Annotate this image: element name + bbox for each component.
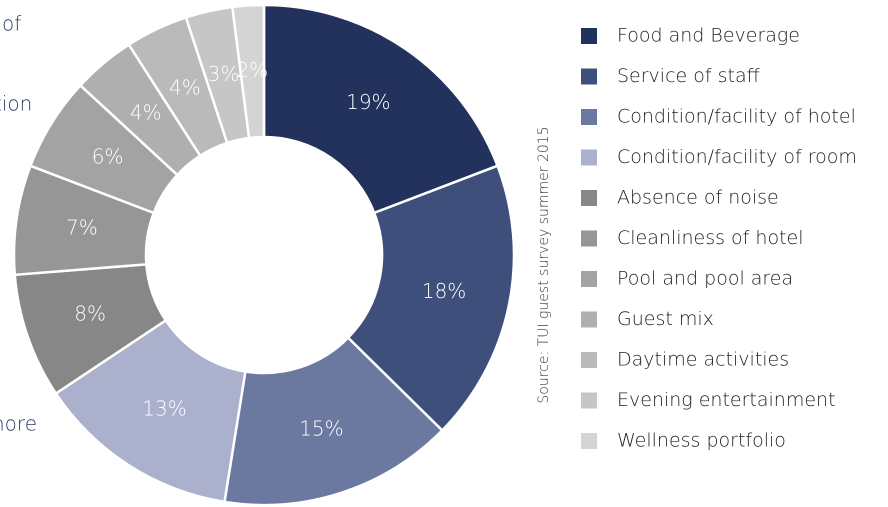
legend-swatch bbox=[581, 190, 597, 206]
slice bbox=[54, 318, 247, 504]
data-label: 18% bbox=[422, 279, 466, 303]
source-note: Source: TUI guest survey summer 2015 bbox=[536, 126, 552, 403]
legend-label: Food and Beverage bbox=[617, 25, 800, 47]
legend-label: Condition/facility of room bbox=[617, 146, 857, 168]
slice bbox=[230, 3, 266, 140]
data-label: 13% bbox=[142, 396, 186, 420]
data-label: 7% bbox=[66, 215, 98, 239]
slice bbox=[346, 164, 516, 433]
data-label: 15% bbox=[299, 416, 343, 440]
legend-label: Guest mix bbox=[617, 308, 714, 330]
data-label: 4% bbox=[130, 101, 162, 125]
legend-swatch bbox=[581, 271, 597, 287]
data-label: 19% bbox=[346, 90, 390, 114]
legend-label: Pool and pool area bbox=[617, 268, 793, 290]
legend-label: Cleanliness of hotel bbox=[617, 227, 803, 249]
legend-swatch bbox=[581, 392, 597, 409]
data-label: 2% bbox=[236, 58, 268, 82]
data-label: 6% bbox=[92, 144, 124, 168]
annotation: of bbox=[2, 12, 21, 36]
annotation: tion bbox=[0, 92, 32, 116]
legend-swatch bbox=[581, 311, 597, 328]
legend-swatch bbox=[581, 352, 597, 368]
legend-swatch bbox=[581, 68, 597, 85]
legend-swatch bbox=[581, 433, 597, 449]
slice bbox=[223, 336, 444, 507]
legend-swatch bbox=[581, 149, 597, 166]
data-label: 8% bbox=[74, 302, 106, 326]
legend-swatch bbox=[581, 28, 597, 44]
legend-swatch bbox=[581, 109, 597, 125]
legend-label: Wellness portfolio bbox=[617, 430, 786, 452]
slice bbox=[262, 3, 500, 215]
legend-label: Evening entertainment bbox=[617, 389, 836, 411]
legend-label: Condition/facility of hotel bbox=[617, 106, 856, 128]
legend-swatch bbox=[581, 230, 597, 247]
legend-label: Absence of noise bbox=[617, 187, 779, 209]
data-label: 4% bbox=[169, 75, 201, 99]
legend-label: Daytime activities bbox=[617, 349, 789, 371]
data-label: 3% bbox=[208, 62, 240, 86]
legend-label: Service of staff bbox=[617, 65, 760, 87]
